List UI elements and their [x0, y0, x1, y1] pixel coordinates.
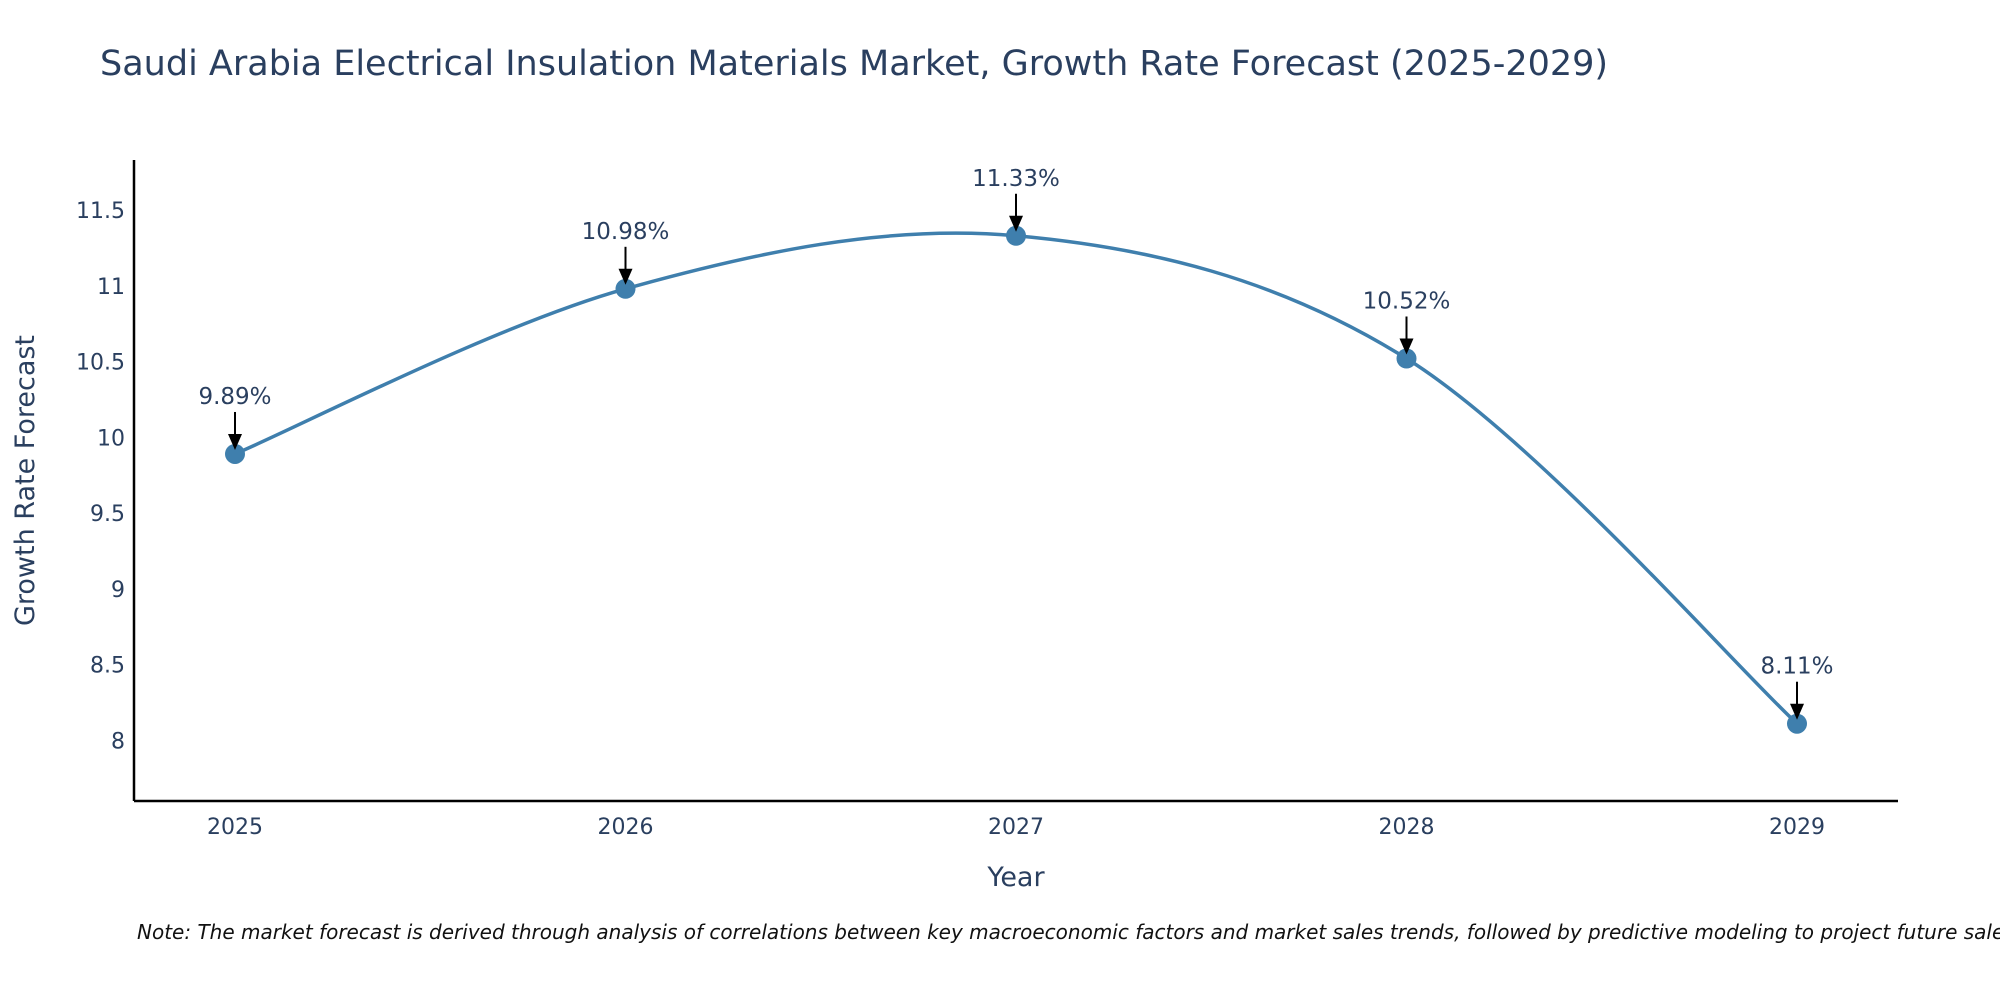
y-tick-label: 9.5	[90, 502, 125, 527]
data-label-2028: 10.52%	[1363, 289, 1451, 355]
y-tick-label: 11	[97, 275, 125, 300]
x-tick-label: 2027	[988, 815, 1044, 840]
chart-title: Saudi Arabia Electrical Insulation Mater…	[100, 44, 1609, 84]
annotation-arrow-head	[618, 268, 633, 285]
series-line	[234, 231, 1799, 725]
y-tick-label: 11.5	[76, 199, 125, 224]
y-tick-label: 8	[111, 729, 125, 754]
x-tick-label: 2029	[1769, 815, 1825, 840]
data-point-2025[interactable]	[225, 443, 245, 464]
chart-footnote: Note: The market forecast is derived thr…	[137, 920, 2000, 944]
y-tick-label: 10.5	[76, 351, 125, 376]
y-tick-label: 8.5	[90, 654, 125, 679]
data-label-2025: 9.89%	[198, 384, 272, 450]
annotation-arrow-head	[1790, 703, 1804, 720]
data-points	[225, 225, 1807, 734]
y-axis-ticks: 8 8.5 9 9.5 10 10.5 11 11.5	[76, 199, 125, 754]
data-point-2027[interactable]	[1006, 225, 1026, 246]
data-label-text: 10.52%	[1363, 289, 1451, 315]
x-axis-ticks: 2025 2026 2027 2028 2029	[207, 815, 1825, 840]
y-tick-label: 10	[97, 426, 125, 451]
x-tick-label: 2025	[207, 815, 263, 840]
data-label-text: 11.33%	[972, 166, 1060, 192]
x-tick-label: 2028	[1379, 815, 1435, 840]
data-label-text: 8.11%	[1760, 654, 1833, 680]
data-point-2028[interactable]	[1396, 348, 1417, 369]
annotation-arrow-head	[228, 433, 242, 450]
data-label-2026: 10.98%	[582, 219, 670, 285]
data-point-2026[interactable]	[615, 278, 636, 299]
data-label-2029: 8.11%	[1760, 654, 1834, 720]
data-label-annotations: 9.89% 10.98% 11.33% 10.52% 8.11%	[198, 166, 1834, 720]
x-tick-label: 2026	[598, 815, 654, 840]
data-label-text: 10.98%	[582, 219, 670, 245]
data-label-text: 9.89%	[198, 384, 271, 410]
y-tick-label: 9	[111, 578, 125, 603]
annotation-arrow-head	[1009, 215, 1023, 232]
annotation-arrow-head	[1399, 338, 1414, 355]
data-label-2027: 11.33%	[972, 166, 1060, 232]
y-axis-label: Growth Rate Forecast	[10, 335, 41, 626]
data-point-2029[interactable]	[1787, 713, 1807, 734]
x-axis-label: Year	[986, 862, 1045, 893]
